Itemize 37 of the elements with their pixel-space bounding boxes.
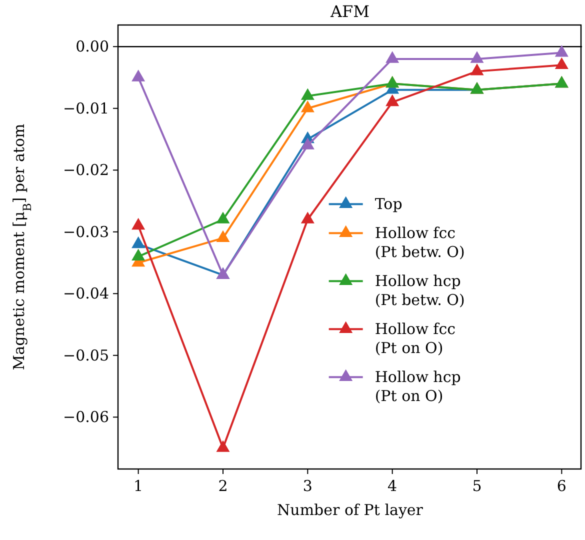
point — [554, 44, 568, 57]
x-tick-label: 2 — [218, 477, 228, 495]
y-tick-label: −0.05 — [63, 346, 109, 364]
point — [300, 212, 314, 224]
x-tick-label: 1 — [134, 477, 144, 495]
y-tick-label: −0.02 — [63, 161, 109, 180]
point — [216, 440, 230, 452]
point — [386, 51, 400, 63]
point — [132, 248, 146, 260]
point — [300, 100, 314, 112]
legend-label: Hollow fcc (Pt betw. O) — [374, 224, 465, 262]
x-tick-label: 6 — [556, 477, 566, 495]
point — [386, 94, 400, 106]
point — [216, 230, 230, 242]
x-axis-title: Number of Pt layer — [277, 501, 424, 519]
y-tick-label: 0.00 — [76, 38, 109, 56]
y-tick-label: −0.03 — [63, 222, 109, 241]
y-tick-label: −0.06 — [63, 408, 109, 426]
point — [554, 57, 568, 70]
point — [300, 138, 314, 150]
x-tick-label: 4 — [388, 477, 398, 495]
point — [132, 218, 146, 230]
x-tick-label: 5 — [472, 477, 482, 495]
point — [132, 236, 146, 248]
point — [470, 64, 484, 76]
legend-label: Hollow hcp (Pt betw. O) — [374, 272, 465, 310]
point — [470, 51, 484, 63]
point — [132, 70, 146, 82]
legend-label: Top — [374, 195, 402, 214]
y-tick-label: −0.01 — [63, 99, 109, 118]
point — [216, 212, 230, 224]
y-tick-label: −0.04 — [63, 284, 109, 303]
legend-label: Hollow fcc (Pt on O) — [374, 320, 456, 358]
legend-label: Hollow hcp (Pt on O) — [374, 368, 461, 406]
point — [300, 88, 314, 100]
x-tick-label: 3 — [302, 477, 312, 495]
chart-title: AFM — [329, 2, 370, 21]
